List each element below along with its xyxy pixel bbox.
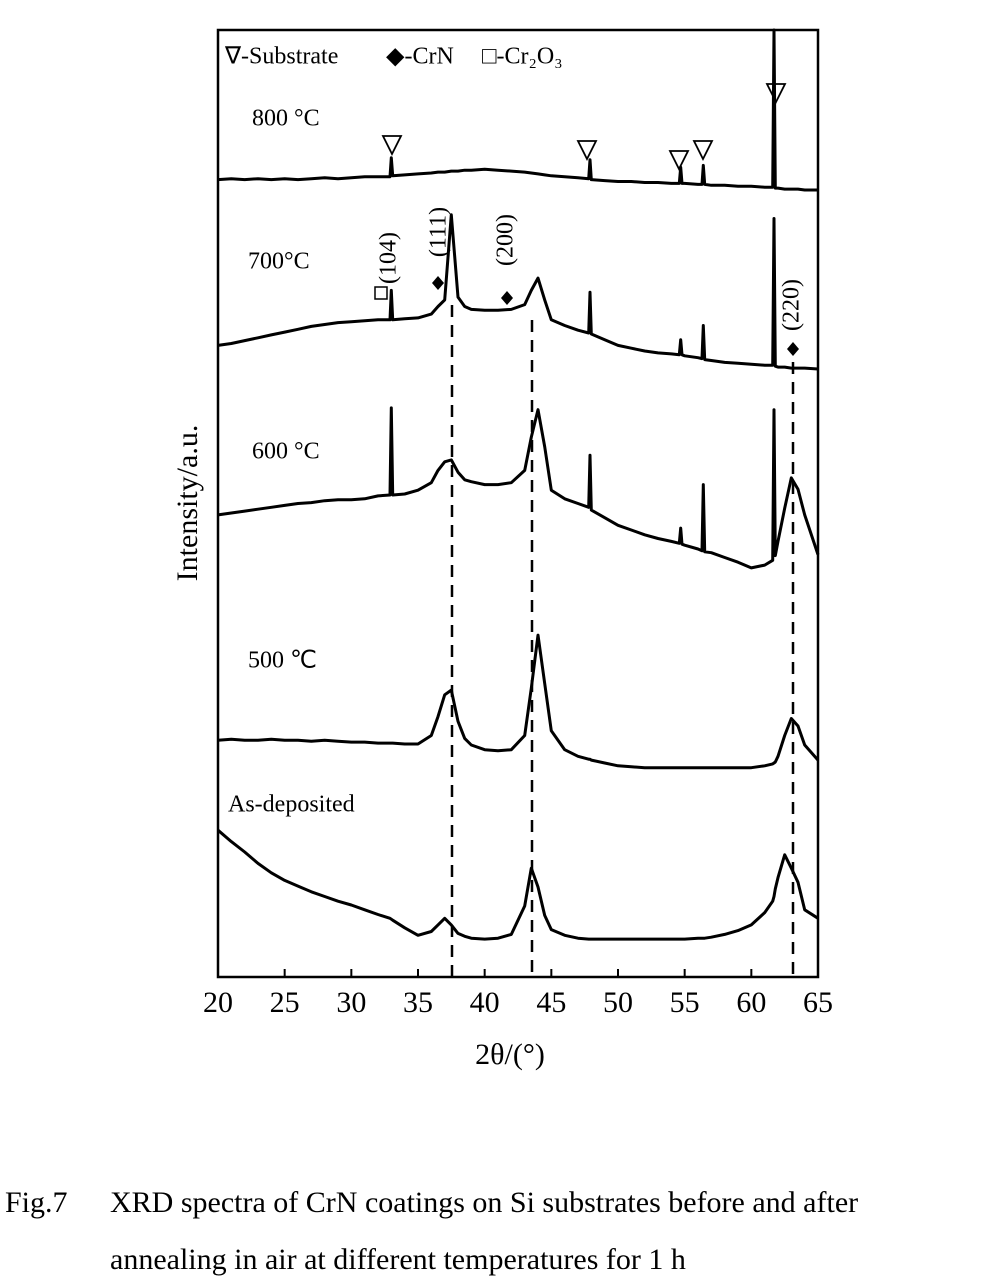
x-tick-label: 20 <box>203 986 233 1019</box>
x-tick-label: 65 <box>803 986 833 1019</box>
x-tick-label: 50 <box>603 986 633 1019</box>
caption-label: Fig.7 <box>5 1186 68 1219</box>
peak-label: (200) <box>493 214 519 266</box>
caption-line: XRD spectra of CrN coatings on Si substr… <box>110 1186 858 1219</box>
legend-item: ◆-CrN <box>386 44 454 70</box>
peak-label: (220) <box>779 279 805 331</box>
series-label: 700°C <box>248 249 310 275</box>
triangle-marker <box>576 140 598 162</box>
legend-item: □-Cr₂O₃ <box>482 44 563 70</box>
caption-line: annealing in air at different temperatur… <box>110 1243 686 1276</box>
spectrum-line <box>217 406 820 570</box>
series-label: 500 ℃ <box>248 648 317 674</box>
legend-item: ∇-Substrate <box>224 44 338 70</box>
diamond-marker <box>432 276 444 290</box>
crn-markers <box>432 276 799 356</box>
peak-label: (104) <box>376 232 402 284</box>
spectrum-line <box>217 28 818 192</box>
spectrum-line <box>217 829 819 941</box>
series-label: 800 °C <box>252 106 320 132</box>
triangle-marker <box>765 83 787 105</box>
x-tick-label: 25 <box>270 986 300 1019</box>
substrate-markers <box>381 83 787 172</box>
series-label: As-deposited <box>228 792 355 818</box>
series-label: 600 °C <box>252 439 320 465</box>
x-tick-label: 30 <box>336 986 366 1019</box>
spectrum-line <box>217 633 820 770</box>
x-tick-label: 45 <box>536 986 566 1019</box>
plot-frame <box>216 28 820 979</box>
square-marker <box>374 286 388 300</box>
triangle-marker <box>692 140 714 162</box>
x-tick-label: 40 <box>470 986 500 1019</box>
diamond-marker <box>501 291 513 305</box>
x-axis-label: 2θ/(°) <box>475 1038 545 1071</box>
y-axis-label: Intensity/a.u. <box>171 425 204 582</box>
diamond-marker <box>787 342 799 356</box>
triangle-marker <box>381 135 403 157</box>
spectrum-line <box>217 213 819 371</box>
reference-lines <box>450 305 795 977</box>
x-tick-label: 60 <box>736 986 766 1019</box>
x-tick-label: 55 <box>670 986 700 1019</box>
x-tick-label: 35 <box>403 986 433 1019</box>
triangle-marker <box>668 150 690 172</box>
